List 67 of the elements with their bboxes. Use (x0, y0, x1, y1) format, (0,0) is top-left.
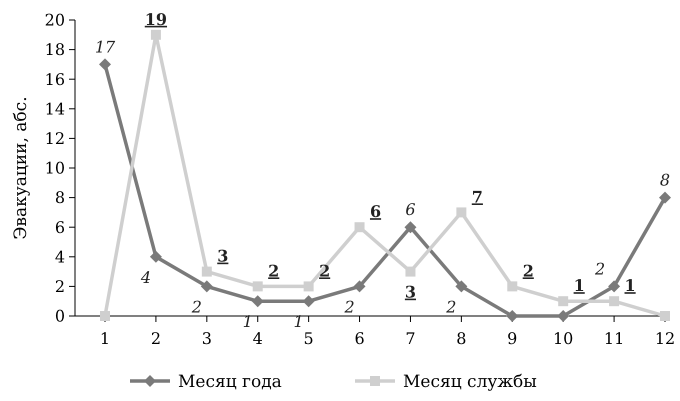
point (456, 207, 466, 218)
point (557, 310, 570, 322)
point (304, 281, 314, 292)
data-label: 6 (370, 202, 382, 222)
y-tick-label: 0 (54, 306, 65, 326)
point (150, 30, 161, 40)
point (100, 311, 110, 321)
y-tick-label: 10 (44, 158, 65, 178)
point (659, 192, 671, 204)
y-tick-label: 14 (44, 99, 65, 118)
point (202, 266, 212, 277)
y-tick-label: 2 (54, 277, 65, 296)
x-tick-label: 5 (304, 329, 314, 348)
y-tick-label: 8 (54, 188, 65, 208)
point (404, 221, 416, 234)
y-axis-title: Эвакуации, абс. (11, 96, 31, 240)
x-tick-label: 11 (604, 329, 624, 348)
data-label: 2 (522, 261, 534, 280)
x-tick-label: 7 (405, 329, 416, 348)
y-tick-label: 6 (54, 218, 65, 237)
data-label: 1 (294, 312, 304, 332)
x-tick-label: 4 (252, 329, 263, 348)
data-label: 2 (319, 261, 330, 280)
y-tick-label: 18 (44, 40, 65, 60)
point (609, 296, 620, 306)
data-label: 8 (660, 170, 670, 190)
point (354, 280, 366, 292)
y-tick-label: 20 (44, 10, 65, 30)
data-label: 2 (594, 259, 606, 278)
data-label: 1 (242, 312, 253, 332)
data-label: 19 (144, 10, 168, 29)
point (455, 280, 468, 292)
data-label: 2 (343, 297, 355, 316)
data-label: 17 (94, 37, 116, 56)
point (99, 58, 111, 70)
point (405, 266, 416, 277)
point (200, 280, 213, 292)
x-tick-label: 12 (654, 329, 676, 348)
x-tick-label: 10 (553, 329, 574, 348)
legend-label: Месяц года (178, 372, 282, 392)
x-tick-label: 2 (150, 329, 162, 348)
data-label: 6 (405, 200, 416, 220)
data-label: 2 (445, 297, 456, 316)
point (150, 250, 162, 263)
point (252, 281, 263, 292)
data-label: 2 (190, 297, 202, 316)
point (506, 310, 518, 322)
point (507, 281, 518, 292)
x-tick-label: 8 (456, 329, 466, 348)
y-tick-label: 4 (54, 247, 65, 266)
data-label: 7 (472, 187, 483, 206)
point (354, 222, 365, 232)
data-label: 1 (624, 276, 636, 296)
data-label: 4 (140, 268, 152, 287)
x-tick-label: 9 (507, 329, 518, 348)
point (608, 280, 620, 292)
data-label: 1 (574, 276, 585, 296)
point (558, 296, 568, 306)
y-tick-label: 16 (44, 70, 65, 89)
x-tick-label: 3 (202, 329, 212, 348)
data-label: 2 (268, 261, 280, 280)
legend-label: Месяц службы (403, 372, 537, 392)
x-tick-label: 1 (100, 329, 110, 348)
data-label: 3 (404, 282, 416, 302)
y-tick-label: 12 (44, 129, 65, 148)
x-tick-label: 6 (354, 329, 365, 348)
data-label: 3 (217, 246, 228, 266)
